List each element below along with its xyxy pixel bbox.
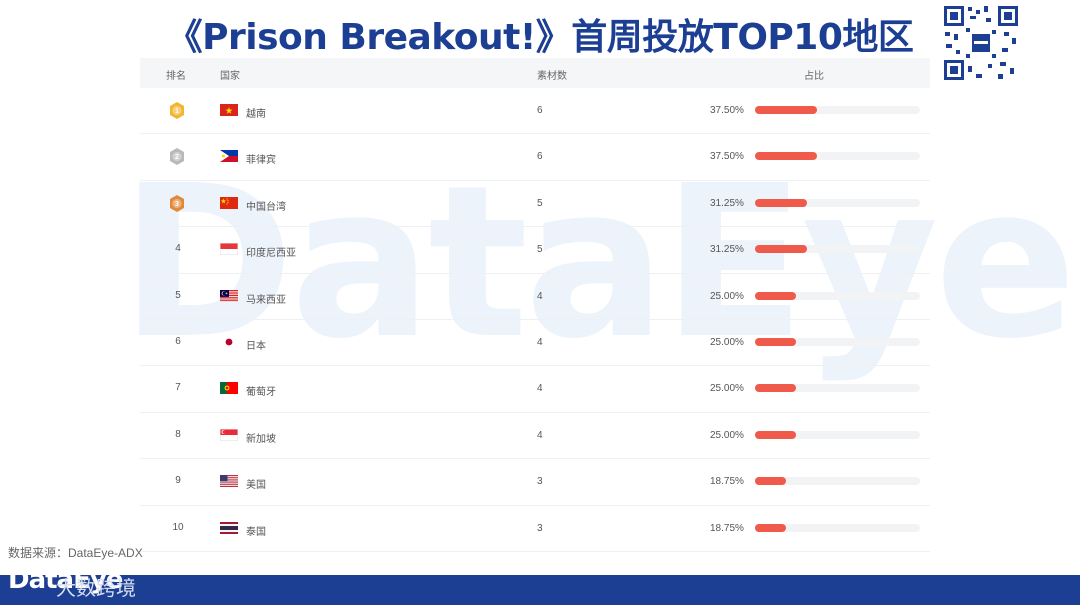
share-bar-track xyxy=(755,337,920,346)
footer-logo-text: 大数跨境 xyxy=(56,578,136,600)
material-count: 4 xyxy=(537,429,543,441)
table-row: 7 葡萄牙 4 25.00% xyxy=(140,366,930,413)
share-bar-track xyxy=(755,477,920,486)
share-bar xyxy=(755,198,807,207)
table-header: 排名 国家 素材数 占比 xyxy=(140,58,930,88)
rank-medal-gold-icon: 1 xyxy=(168,101,186,121)
svg-text:2: 2 xyxy=(175,155,179,162)
portugal-flag-icon xyxy=(220,382,238,395)
rank-number: 6 xyxy=(175,335,181,347)
country-name: 中国台湾 xyxy=(246,201,286,213)
rank-number: 9 xyxy=(175,475,181,487)
country-name: 越南 xyxy=(246,109,266,120)
table-row: 6 日本 4 25.00% xyxy=(140,320,930,367)
share-bar xyxy=(755,291,797,300)
data-source-note: 数据来源：DataEye-ADX xyxy=(8,546,143,560)
rank-number: 7 xyxy=(175,382,181,394)
country-name: 美国 xyxy=(246,480,266,492)
japan-flag-icon xyxy=(220,335,238,348)
table-row: 3 中国台湾 5 31.25% xyxy=(140,181,930,228)
top10-region-table: 排名 国家 素材数 占比 1 越南 6 37.50% 2 菲律宾 6 37.50% 3 中国台湾 5… xyxy=(140,58,930,552)
share-bar-track xyxy=(755,152,920,161)
header-share: 占比 xyxy=(804,71,824,82)
vietnam-flag-icon xyxy=(220,104,238,116)
share-bar-track xyxy=(755,384,920,393)
share-bar xyxy=(755,430,797,439)
table-row: 4 印度尼西亚 5 31.25% xyxy=(140,227,930,274)
rank-number: 10 xyxy=(172,521,184,533)
share-bar-track xyxy=(755,430,920,439)
material-count: 3 xyxy=(537,522,543,534)
table-row: 5 马来西亚 4 25.00% xyxy=(140,274,930,320)
material-count: 4 xyxy=(537,383,543,395)
material-count: 4 xyxy=(537,336,543,348)
share-percent: 18.75% xyxy=(710,476,744,488)
footer-logo: DataEye xyxy=(8,565,123,595)
usa-flag-icon xyxy=(220,475,238,488)
table-row: 8 新加坡 4 25.00% xyxy=(140,413,930,460)
rank-medal-bronze-icon: 3 xyxy=(168,194,186,214)
share-bar xyxy=(755,384,797,393)
share-percent: 18.75% xyxy=(710,522,744,534)
share-percent: 31.25% xyxy=(710,197,744,209)
country-name: 葡萄牙 xyxy=(246,387,276,399)
share-percent: 25.00% xyxy=(710,429,744,441)
country-name: 新加坡 xyxy=(246,433,276,445)
share-bar xyxy=(755,337,797,346)
share-bar-track xyxy=(755,523,920,532)
thailand-flag-icon xyxy=(220,521,238,534)
share-percent: 25.00% xyxy=(710,290,744,302)
footer-bar xyxy=(0,575,1080,605)
singapore-flag-icon xyxy=(220,428,238,441)
header-rank: 排名 xyxy=(166,71,186,82)
share-percent: 25.00% xyxy=(710,383,744,395)
indonesia-flag-icon xyxy=(220,243,238,256)
table-row: 2 菲律宾 6 37.50% xyxy=(140,134,930,181)
share-bar xyxy=(755,245,807,254)
china-flag-icon xyxy=(220,196,238,209)
share-percent: 31.25% xyxy=(710,244,744,256)
qr-code-icon[interactable] xyxy=(942,4,1020,82)
material-count: 6 xyxy=(537,105,543,116)
rank-number: 8 xyxy=(175,428,181,440)
share-bar xyxy=(755,106,817,114)
share-bar xyxy=(755,477,786,486)
rank-number: 4 xyxy=(175,243,181,255)
share-bar xyxy=(755,152,817,161)
material-count: 6 xyxy=(537,151,543,163)
malaysia-flag-icon xyxy=(220,289,238,302)
share-bar-track xyxy=(755,291,920,300)
country-name: 菲律宾 xyxy=(246,155,276,167)
material-count: 3 xyxy=(537,476,543,488)
country-name: 马来西亚 xyxy=(246,294,286,306)
svg-text:3: 3 xyxy=(175,201,179,208)
rank-medal-silver-icon: 2 xyxy=(168,147,186,167)
share-bar-track xyxy=(755,245,920,254)
header-count: 素材数 xyxy=(537,71,567,82)
philippines-flag-icon xyxy=(220,150,238,163)
share-percent: 37.50% xyxy=(710,105,744,116)
share-bar-track xyxy=(755,106,920,114)
material-count: 5 xyxy=(537,197,543,209)
country-name: 日本 xyxy=(246,340,266,352)
header-country: 国家 xyxy=(220,71,240,82)
material-count: 5 xyxy=(537,244,543,256)
country-name: 泰国 xyxy=(246,526,266,538)
material-count: 4 xyxy=(537,290,543,302)
table-row: 9 美国 3 18.75% xyxy=(140,459,930,506)
svg-text:1: 1 xyxy=(175,108,179,115)
share-percent: 37.50% xyxy=(710,151,744,163)
table-row: 1 越南 6 37.50% xyxy=(140,88,930,135)
rank-number: 5 xyxy=(175,289,181,301)
country-name: 印度尼西亚 xyxy=(246,248,296,260)
page-title: 《Prison Breakout!》首周投放TOP10地区 xyxy=(166,17,914,58)
table-row: 10 泰国 3 18.75% xyxy=(140,506,930,552)
share-bar-track xyxy=(755,198,920,207)
share-percent: 25.00% xyxy=(710,336,744,348)
share-bar xyxy=(755,523,786,532)
